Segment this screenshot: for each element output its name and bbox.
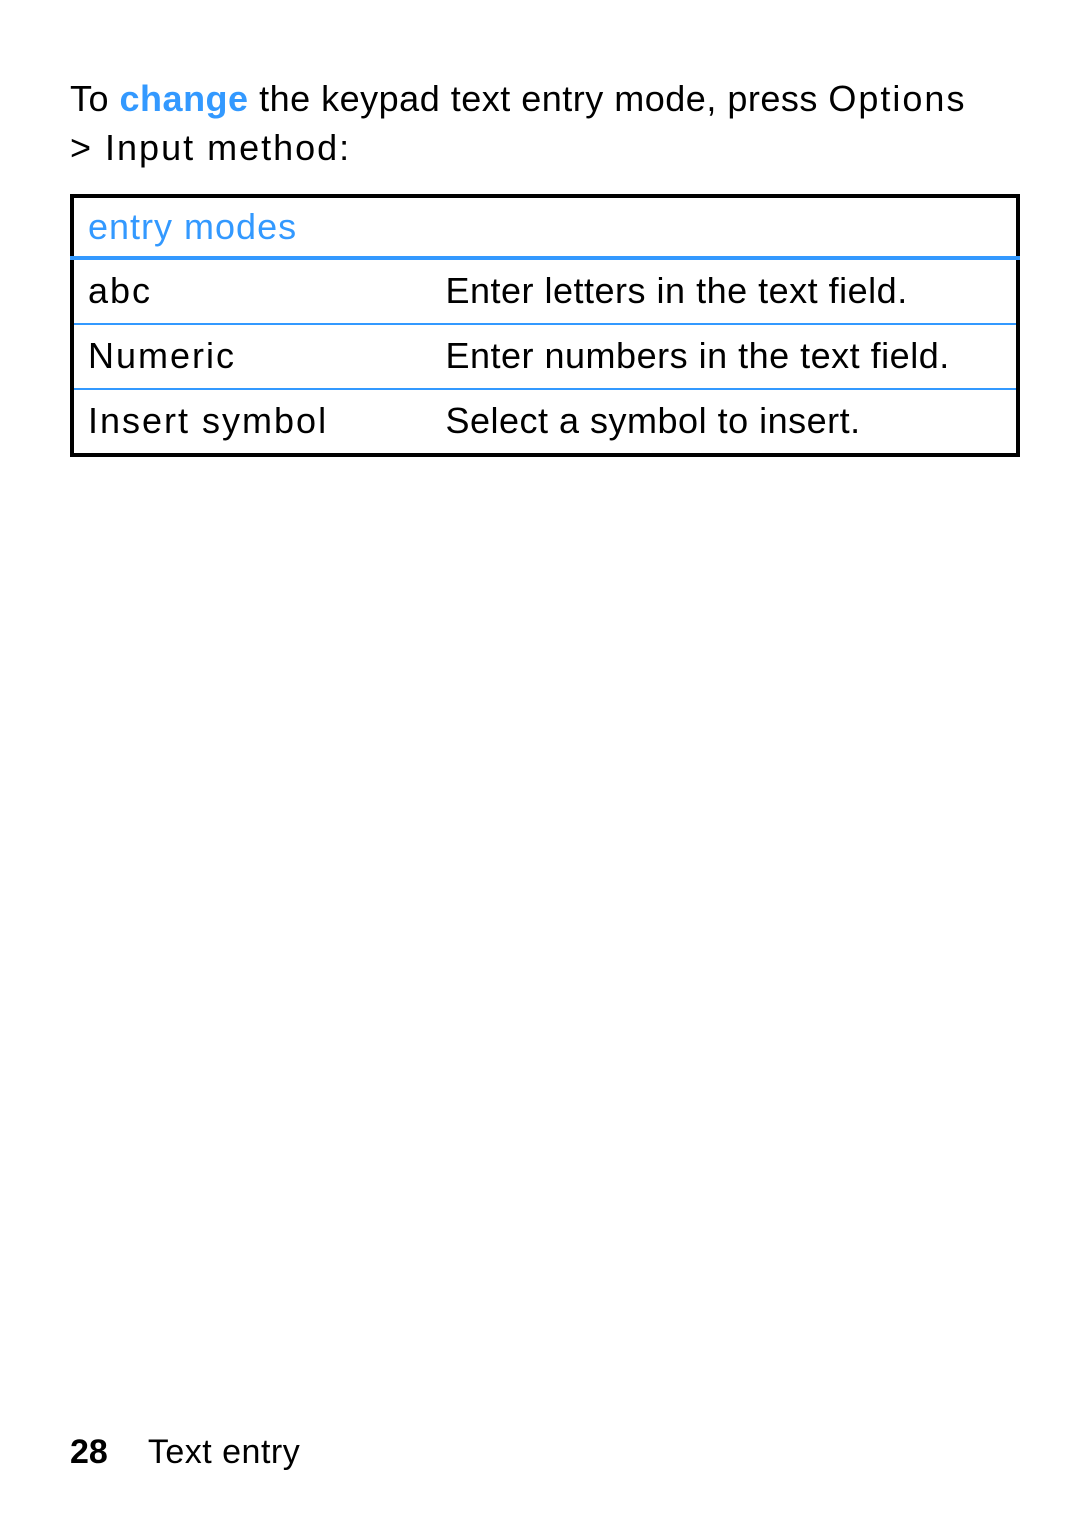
mode-description: Enter letters in the text field. (431, 258, 1018, 324)
mode-name: Numeric (72, 324, 431, 389)
section-title: Text entry (148, 1433, 300, 1471)
intro-menu-continuation: > Input method (70, 127, 339, 168)
page-number: 28 (70, 1433, 108, 1471)
intro-prefix: To (70, 78, 120, 119)
table-row: Numeric Enter numbers in the text field. (72, 324, 1018, 389)
intro-accent-word: change (120, 78, 249, 119)
entry-modes-table: entry modes abc Enter letters in the tex… (70, 194, 1020, 456)
intro-colon: : (339, 127, 350, 168)
table-header: entry modes (72, 196, 1018, 258)
intro-mid: the keypad text entry mode, press (249, 78, 829, 119)
table-row: abc Enter letters in the text field. (72, 258, 1018, 324)
mode-name: Insert symbol (72, 389, 431, 455)
intro-menu-options: Options (828, 78, 966, 119)
page-footer: 28 Text entry (70, 1433, 300, 1472)
mode-description: Select a symbol to insert. (431, 389, 1018, 455)
mode-name: abc (72, 258, 431, 324)
table-row: Insert symbol Select a symbol to insert. (72, 389, 1018, 455)
mode-description: Enter numbers in the text field. (431, 324, 1018, 389)
intro-paragraph: To change the keypad text entry mode, pr… (70, 75, 1020, 172)
